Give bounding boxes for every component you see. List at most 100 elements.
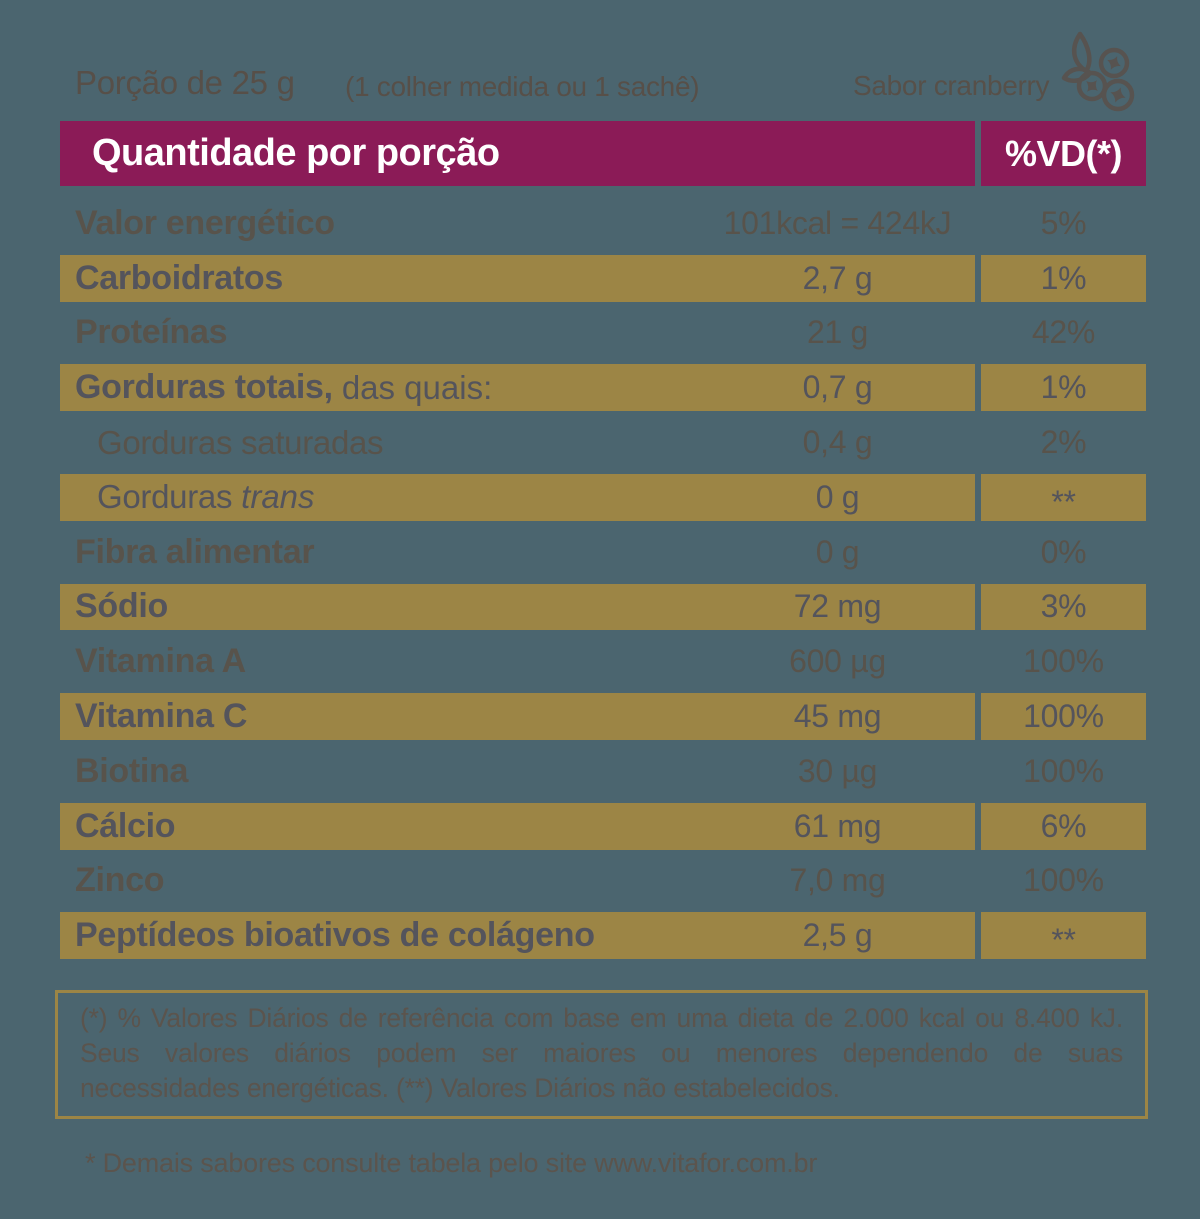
table-row: Gorduras trans 0 g ** bbox=[0, 470, 1200, 525]
row-label: Gorduras bbox=[97, 478, 233, 516]
row-vd-cell: 0% bbox=[981, 529, 1146, 576]
row-value: 101kcal = 424kJ bbox=[723, 204, 952, 241]
table-row: Valor energético 101kcal = 424kJ 5% bbox=[0, 196, 1200, 251]
row-vd-cell: 2% bbox=[981, 419, 1146, 466]
dv-header-box: %VD(*) bbox=[981, 121, 1146, 186]
row-vd-cell: 100% bbox=[981, 693, 1146, 740]
row-value: 45 mg bbox=[793, 698, 882, 735]
row-value: 0,7 g bbox=[802, 369, 873, 406]
table-row: Cálcio 61 mg 6% bbox=[0, 799, 1200, 854]
row-dv-value: 1% bbox=[1040, 369, 1087, 406]
row-label: Zinco bbox=[75, 861, 165, 900]
row-dv-value: ** bbox=[1051, 483, 1076, 520]
flavor-label: Sabor cranberry bbox=[853, 70, 1050, 101]
site-note: * Demais sabores consulte tabela pelo si… bbox=[85, 1148, 818, 1178]
row-label: Cálcio bbox=[75, 806, 176, 845]
row-label: Vitamina C bbox=[75, 697, 248, 736]
table-row: Biotina 30 µg 100% bbox=[0, 744, 1200, 799]
row-value: 2,5 g bbox=[802, 917, 873, 954]
table-row: Peptídeos bioativos de colágeno 2,5 g ** bbox=[0, 908, 1200, 963]
row-dv-value: 1% bbox=[1040, 259, 1087, 296]
row-dv-value: 100% bbox=[1023, 862, 1104, 899]
row-main-cell: Gorduras totais, das quais: 0,7 g bbox=[60, 364, 975, 412]
table-row: Gorduras totais, das quais: 0,7 g 1% bbox=[0, 360, 1200, 415]
row-dv-value: 0% bbox=[1040, 533, 1087, 570]
row-value: 21 g bbox=[806, 314, 869, 351]
row-dv-value: 100% bbox=[1023, 698, 1104, 735]
row-main-cell: Cálcio 61 mg bbox=[60, 802, 975, 850]
row-label: Gorduras totais, bbox=[75, 368, 333, 407]
row-vd-cell: 42% bbox=[981, 310, 1146, 357]
footnote-line: (*) % Valores Diários de referência com … bbox=[80, 1003, 1123, 1033]
table-row: Sódio 72 mg 3% bbox=[0, 580, 1200, 635]
row-dv-value: 42% bbox=[1031, 314, 1096, 351]
row-label: Sódio bbox=[75, 587, 168, 626]
row-label: Peptídeos bioativos de colágeno bbox=[75, 916, 595, 955]
serving-size-label: Porção de 25 g bbox=[75, 64, 295, 101]
row-dv-value: 3% bbox=[1040, 588, 1087, 625]
serving-measure-note: (1 colher medida ou 1 sachê) bbox=[345, 71, 700, 102]
row-vd-cell: 1% bbox=[981, 254, 1146, 302]
row-dv-value: 2% bbox=[1040, 424, 1087, 461]
row-vd-cell: 100% bbox=[981, 858, 1146, 905]
row-vd-cell: 100% bbox=[981, 638, 1146, 685]
row-value: 61 mg bbox=[793, 807, 882, 844]
row-value: 7,0 mg bbox=[789, 862, 886, 899]
footnote-line: necessidades energéticas. (**) Valores D… bbox=[80, 1073, 840, 1103]
table-row: Vitamina A 600 µg 100% bbox=[0, 634, 1200, 689]
row-dv-value: ** bbox=[1051, 922, 1076, 959]
table-row: Proteínas 21 g 42% bbox=[0, 306, 1200, 361]
footnote-box: (*) % Valores Diários de referência com … bbox=[55, 990, 1148, 1119]
table-row: Fibra alimentar 0 g 0% bbox=[0, 525, 1200, 580]
table-row: Vitamina C 45 mg 100% bbox=[0, 689, 1200, 744]
row-vd-cell: 3% bbox=[981, 583, 1146, 631]
row-main-cell: Proteínas 21 g bbox=[60, 310, 975, 357]
row-vd-cell: 6% bbox=[981, 802, 1146, 850]
row-value: 2,7 g bbox=[802, 259, 873, 296]
row-main-cell: Vitamina A 600 µg bbox=[60, 638, 975, 685]
row-label: Fibra alimentar bbox=[75, 532, 315, 571]
row-value: 600 µg bbox=[789, 643, 886, 680]
row-label: Biotina bbox=[75, 751, 189, 790]
row-value: 30 µg bbox=[797, 752, 878, 789]
row-vd-cell: ** bbox=[981, 912, 1146, 960]
row-dv-value: 100% bbox=[1023, 643, 1104, 680]
row-value: 0 g bbox=[815, 478, 860, 515]
cranberry-icon bbox=[1046, 26, 1150, 129]
row-main-cell: Sódio 72 mg bbox=[60, 583, 975, 631]
row-main-cell: Fibra alimentar 0 g bbox=[60, 529, 975, 576]
table-row: Zinco 7,0 mg 100% bbox=[0, 854, 1200, 909]
row-main-cell: Vitamina C 45 mg bbox=[60, 693, 975, 740]
row-main-cell: Gorduras saturadas 0,4 g bbox=[60, 419, 975, 466]
table-header-title: Quantidade por porção bbox=[92, 132, 500, 174]
row-dv-value: 6% bbox=[1040, 807, 1087, 844]
row-label: Gorduras saturadas bbox=[97, 423, 384, 461]
table-header-bar: Quantidade por porção bbox=[60, 121, 975, 186]
row-main-cell: Peptídeos bioativos de colágeno 2,5 g bbox=[60, 912, 975, 960]
table-row: Carboidratos 2,7 g 1% bbox=[0, 251, 1200, 306]
row-value: 0 g bbox=[815, 533, 860, 570]
row-label: Valor energético bbox=[75, 203, 335, 242]
row-vd-cell: 5% bbox=[981, 200, 1146, 247]
row-value: 72 mg bbox=[793, 588, 882, 625]
row-label-suffix: das quais: bbox=[341, 368, 493, 406]
row-vd-cell: ** bbox=[981, 473, 1146, 521]
footnote-line: Seus valores diários podem ser maiores o… bbox=[80, 1038, 1123, 1068]
row-label: Vitamina A bbox=[75, 642, 246, 681]
row-label-suffix: trans bbox=[241, 478, 315, 516]
row-dv-value: 100% bbox=[1023, 752, 1104, 789]
row-main-cell: Gorduras trans 0 g bbox=[60, 473, 975, 521]
row-label: Proteínas bbox=[75, 313, 228, 352]
row-label: Carboidratos bbox=[75, 258, 283, 297]
row-main-cell: Zinco 7,0 mg bbox=[60, 858, 975, 905]
row-main-cell: Valor energético 101kcal = 424kJ bbox=[60, 200, 975, 247]
row-main-cell: Carboidratos 2,7 g bbox=[60, 254, 975, 302]
table-row: Gorduras saturadas 0,4 g 2% bbox=[0, 415, 1200, 470]
dv-header-label: %VD(*) bbox=[1004, 132, 1123, 174]
row-vd-cell: 100% bbox=[981, 748, 1146, 795]
row-value: 0,4 g bbox=[802, 424, 873, 461]
row-main-cell: Biotina 30 µg bbox=[60, 748, 975, 795]
row-dv-value: 5% bbox=[1040, 204, 1087, 241]
row-vd-cell: 1% bbox=[981, 364, 1146, 412]
